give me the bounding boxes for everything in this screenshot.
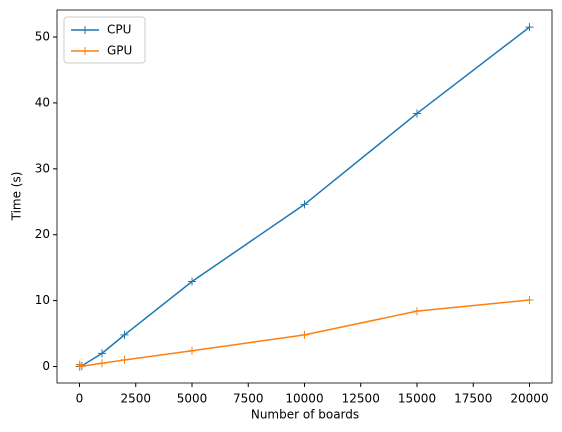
point-marker: [120, 355, 129, 364]
point-marker: [98, 359, 106, 368]
plot-frame: [56, 9, 553, 384]
y-tick-label: 20: [35, 227, 50, 241]
x-tick-label: 5000: [177, 392, 208, 406]
x-axis-label: Number of boards: [251, 408, 359, 422]
legend-marker: [81, 47, 89, 55]
point-marker: [77, 362, 86, 371]
point-marker: [75, 360, 84, 369]
x-tick-label: 2500: [120, 392, 151, 406]
legend-label: GPU: [107, 44, 132, 58]
point-marker: [300, 330, 309, 339]
y-axis-label: Time (s): [10, 172, 24, 222]
x-tick-label: 17500: [454, 392, 492, 406]
x-tick-label: 15000: [398, 392, 436, 406]
y-tick-label: 10: [35, 293, 50, 307]
y-tick-label: 40: [35, 95, 50, 109]
point-marker: [188, 277, 196, 286]
point-marker: [413, 109, 421, 118]
point-marker: [120, 330, 129, 339]
legend-label: CPU: [107, 23, 131, 37]
y-tick-label: 0: [42, 359, 50, 373]
legend-box: [63, 16, 146, 64]
x-tick-label: 12500: [342, 392, 380, 406]
x-tick-label: 0: [76, 392, 84, 406]
point-marker: [525, 295, 534, 304]
y-tick-label: 30: [35, 161, 50, 175]
x-tick-label: 7500: [233, 392, 264, 406]
point-marker: [98, 349, 106, 358]
series-line: [79, 26, 530, 368]
point-marker: [300, 200, 309, 209]
legend-marker: [81, 26, 89, 34]
x-tick-label: 20000: [510, 392, 548, 406]
point-marker: [188, 346, 196, 355]
x-tick-label: 10000: [285, 392, 323, 406]
y-tick-label: 50: [35, 30, 50, 44]
point-marker: [413, 307, 421, 316]
point-marker: [525, 23, 534, 32]
